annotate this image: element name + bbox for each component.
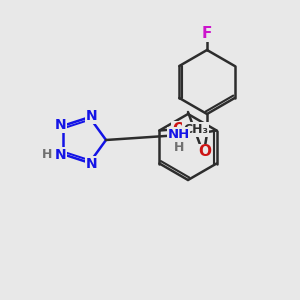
- Text: N: N: [85, 109, 97, 123]
- Text: O: O: [172, 122, 185, 137]
- Text: N: N: [85, 157, 97, 171]
- Text: H: H: [41, 148, 52, 160]
- Text: H: H: [173, 141, 184, 154]
- Text: CH₃: CH₃: [183, 123, 208, 136]
- Text: NH: NH: [167, 128, 190, 141]
- Text: F: F: [202, 26, 212, 41]
- Text: N: N: [55, 148, 66, 162]
- Text: O: O: [199, 145, 212, 160]
- Text: N: N: [55, 118, 66, 132]
